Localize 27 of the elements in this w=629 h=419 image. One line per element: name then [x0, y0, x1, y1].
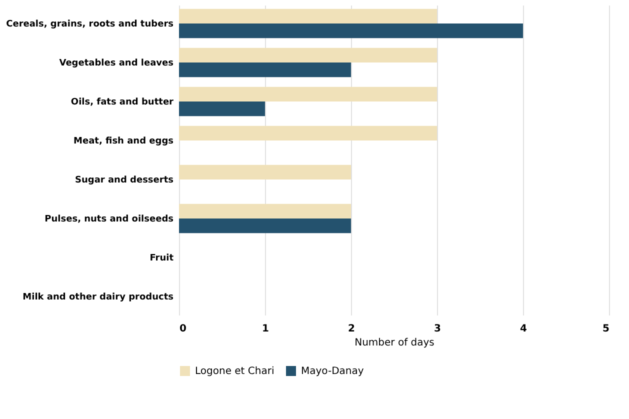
legend-label: Mayo-Danay: [301, 366, 364, 377]
bar: [179, 218, 351, 234]
bar: [179, 24, 523, 38]
y-tick-label: Vegetables and leaves: [59, 58, 174, 69]
x-tick-label: 0: [180, 324, 186, 334]
bar: [179, 126, 437, 141]
y-tick-label: Fruit: [150, 253, 174, 264]
y-tick-label: Pulses, nuts and oilseeds: [44, 214, 174, 224]
bar: [179, 62, 351, 78]
x-tick-label: 1: [262, 324, 270, 334]
y-tick-label: Sugar and desserts: [75, 175, 174, 186]
x-tick-label: 5: [602, 324, 610, 334]
x-tick-label: 4: [520, 324, 528, 334]
bar: [179, 48, 437, 63]
bar: [179, 164, 351, 180]
y-tick-label: Meat, fish and eggs: [74, 136, 174, 147]
bar: [179, 8, 437, 24]
bar: [179, 102, 265, 116]
y-tick-label: Milk and other dairy products: [22, 292, 174, 302]
x-tick-label: 2: [348, 324, 356, 334]
x-axis-title: Number of days: [354, 338, 434, 348]
y-tick-label: Cereals, grains, roots and tubers: [6, 20, 174, 30]
y-tick-label: Oils, fats and butter: [70, 98, 174, 108]
bar: [179, 86, 437, 102]
bar: [179, 204, 351, 218]
legend-label: Logone et Chari: [195, 366, 274, 377]
x-tick-label: 3: [434, 324, 442, 334]
